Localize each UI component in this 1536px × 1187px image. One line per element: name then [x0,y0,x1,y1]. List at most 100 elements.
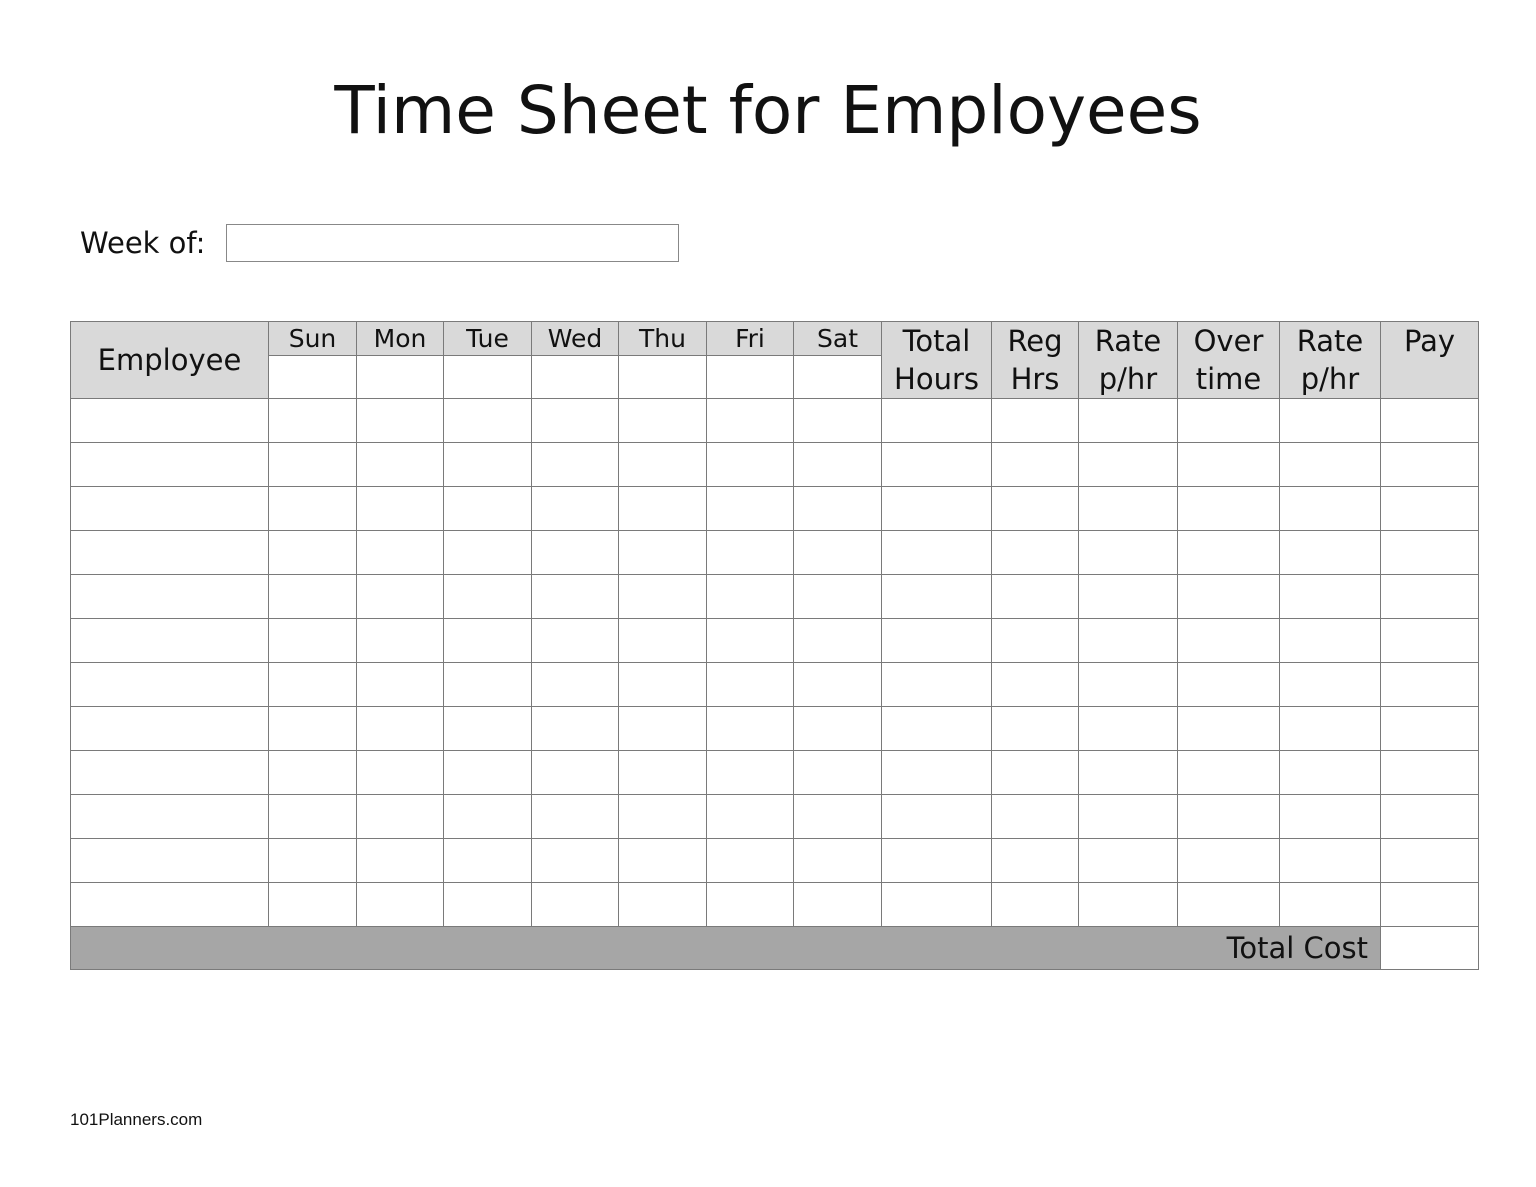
table-cell[interactable] [618,794,707,839]
table-cell[interactable] [356,574,444,619]
table-cell[interactable] [991,442,1079,487]
table-cell[interactable] [706,574,794,619]
table-cell[interactable] [531,530,619,575]
table-cell[interactable] [793,618,882,663]
total-cost-value[interactable] [1380,926,1479,970]
table-cell[interactable] [881,442,992,487]
table-cell[interactable] [618,486,707,531]
table-cell[interactable] [531,574,619,619]
table-cell[interactable] [268,794,357,839]
table-cell[interactable] [531,662,619,707]
table-cell[interactable] [356,486,444,531]
table-cell[interactable] [706,794,794,839]
table-cell[interactable] [881,750,992,795]
table-cell[interactable] [618,398,707,443]
table-cell[interactable] [1078,530,1178,575]
table-cell[interactable] [1279,662,1381,707]
table-cell[interactable] [531,486,619,531]
table-cell[interactable] [268,398,357,443]
employee-name-cell[interactable] [70,574,269,619]
table-cell[interactable] [1078,838,1178,883]
table-cell[interactable] [1078,882,1178,927]
table-cell[interactable] [881,882,992,927]
table-cell[interactable] [1078,794,1178,839]
table-cell[interactable] [531,794,619,839]
table-cell[interactable] [991,398,1079,443]
table-cell[interactable] [1380,442,1479,487]
date-cell-wed[interactable] [531,355,619,399]
date-cell-fri[interactable] [706,355,794,399]
table-cell[interactable] [1078,574,1178,619]
table-cell[interactable] [881,794,992,839]
table-cell[interactable] [991,794,1079,839]
table-cell[interactable] [793,794,882,839]
table-cell[interactable] [531,398,619,443]
table-cell[interactable] [1177,838,1280,883]
employee-name-cell[interactable] [70,750,269,795]
table-cell[interactable] [1279,882,1381,927]
table-cell[interactable] [881,398,992,443]
table-cell[interactable] [356,442,444,487]
employee-name-cell[interactable] [70,838,269,883]
date-cell-sun[interactable] [268,355,357,399]
date-cell-sat[interactable] [793,355,882,399]
table-cell[interactable] [1380,750,1479,795]
table-cell[interactable] [1279,838,1381,883]
table-cell[interactable] [1279,530,1381,575]
employee-name-cell[interactable] [70,706,269,751]
table-cell[interactable] [1380,838,1479,883]
table-cell[interactable] [531,750,619,795]
table-cell[interactable] [1279,398,1381,443]
table-cell[interactable] [443,706,532,751]
table-cell[interactable] [793,662,882,707]
table-cell[interactable] [1177,662,1280,707]
table-cell[interactable] [881,618,992,663]
table-cell[interactable] [1279,794,1381,839]
table-cell[interactable] [443,530,532,575]
table-cell[interactable] [356,662,444,707]
table-cell[interactable] [881,574,992,619]
table-cell[interactable] [1078,442,1178,487]
table-cell[interactable] [268,838,357,883]
table-cell[interactable] [1380,882,1479,927]
table-cell[interactable] [443,618,532,663]
table-cell[interactable] [356,838,444,883]
table-cell[interactable] [706,750,794,795]
table-cell[interactable] [531,838,619,883]
table-cell[interactable] [1177,442,1280,487]
employee-name-cell[interactable] [70,398,269,443]
table-cell[interactable] [793,486,882,531]
table-cell[interactable] [991,882,1079,927]
table-cell[interactable] [618,882,707,927]
table-cell[interactable] [706,398,794,443]
table-cell[interactable] [793,706,882,751]
table-cell[interactable] [356,882,444,927]
table-cell[interactable] [1177,486,1280,531]
table-cell[interactable] [1279,750,1381,795]
table-cell[interactable] [356,706,444,751]
table-cell[interactable] [618,838,707,883]
employee-name-cell[interactable] [70,618,269,663]
table-cell[interactable] [991,706,1079,751]
employee-name-cell[interactable] [70,794,269,839]
table-cell[interactable] [1380,574,1479,619]
employee-name-cell[interactable] [70,486,269,531]
table-cell[interactable] [531,442,619,487]
week-of-field[interactable] [226,224,679,262]
table-cell[interactable] [1380,486,1479,531]
table-cell[interactable] [356,398,444,443]
table-cell[interactable] [443,838,532,883]
table-cell[interactable] [268,750,357,795]
table-cell[interactable] [1380,530,1479,575]
date-cell-mon[interactable] [356,355,444,399]
table-cell[interactable] [618,706,707,751]
table-cell[interactable] [268,486,357,531]
table-cell[interactable] [443,882,532,927]
table-cell[interactable] [443,398,532,443]
table-cell[interactable] [1078,706,1178,751]
table-cell[interactable] [991,838,1079,883]
table-cell[interactable] [268,882,357,927]
table-cell[interactable] [1177,398,1280,443]
table-cell[interactable] [618,574,707,619]
table-cell[interactable] [991,662,1079,707]
